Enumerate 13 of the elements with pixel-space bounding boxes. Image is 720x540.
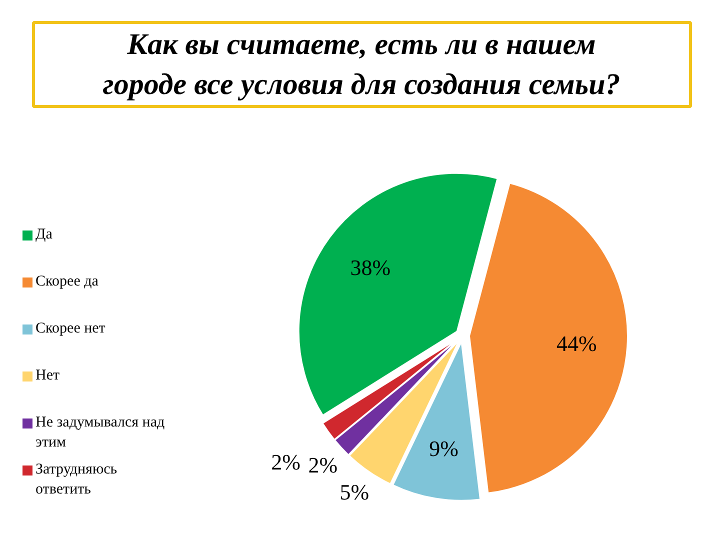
data-label: 38%	[350, 255, 391, 280]
legend-label: Нет	[36, 368, 60, 384]
data-label: 2%	[271, 449, 300, 474]
legend-label: Не задумывался над этим	[36, 414, 165, 450]
legend-label: Скорее да	[36, 274, 99, 290]
legend-label: Да	[36, 226, 53, 242]
legend-label: Затрудняюсь ответить	[36, 462, 118, 498]
chart-title: Как вы считаете, есть ли в нашем городе все условия для создания семьи?	[102, 28, 620, 101]
legend-label: Скорее нет	[36, 320, 106, 336]
data-label: 2%	[308, 452, 338, 478]
data-label: 5%	[340, 480, 370, 505]
data-label: 9%	[429, 436, 458, 461]
data-label: 44%	[556, 330, 597, 356]
